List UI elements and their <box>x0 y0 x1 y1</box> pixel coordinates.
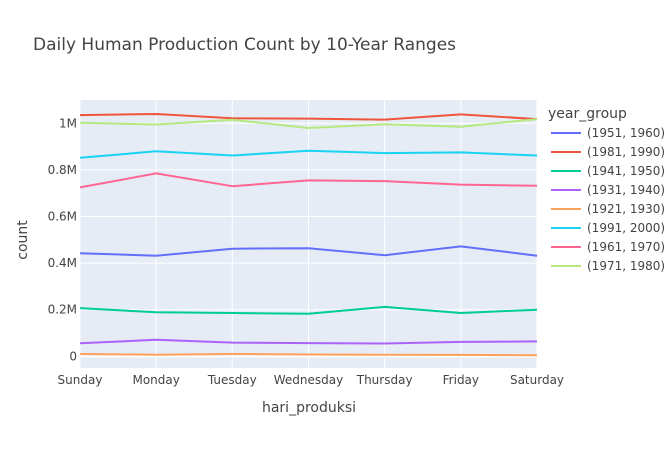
legend-entry: (1971, 1980) <box>587 259 665 273</box>
chart-title: Daily Human Production Count by 10-Year … <box>33 35 456 55</box>
x-axis-ticks: Sunday Monday Tuesday Wednesday Thursday Frid… <box>58 373 564 387</box>
legend-title: year_group <box>548 106 627 122</box>
x-tick-label: Sunday <box>58 373 103 387</box>
legend-entry: (1931, 1940) <box>587 183 665 197</box>
series-line <box>79 245 538 257</box>
legend-entry: (1961, 1970) <box>587 240 665 254</box>
legend-entry: (1951, 1960) <box>587 126 665 140</box>
y-tick-label: 0 <box>69 349 77 363</box>
legend-entry: (1941, 1950) <box>587 164 665 178</box>
y-tick-label: 1M <box>59 116 77 130</box>
x-tick-label: Friday <box>443 373 479 387</box>
series-line <box>79 118 538 129</box>
series-line <box>79 113 538 121</box>
series-line <box>79 305 538 315</box>
y-tick-label: 0.6M <box>48 210 77 224</box>
x-axis-title: hari_produksi <box>262 400 356 416</box>
series-line <box>79 338 538 345</box>
legend-entry: (1981, 1990) <box>587 145 665 159</box>
y-tick-label: 0.4M <box>48 256 77 270</box>
series-line <box>79 353 538 357</box>
y-tick-label: 0.8M <box>48 163 77 177</box>
y-tick-label: 0.2M <box>48 303 77 317</box>
x-tick-label: Thursday <box>356 373 413 387</box>
series-lines <box>79 113 538 357</box>
series-line <box>79 172 538 189</box>
x-tick-label: Saturday <box>510 373 564 387</box>
legend-entry: (1921, 1930) <box>587 202 665 216</box>
legend-entry: (1991, 2000) <box>587 221 665 235</box>
series-line <box>79 149 538 159</box>
x-tick-label: Monday <box>132 373 179 387</box>
x-tick-label: Wednesday <box>274 373 343 387</box>
y-axis-ticks: 0 0.2M 0.4M 0.6M 0.8M 1M <box>48 116 77 363</box>
y-axis-title: count <box>15 220 31 260</box>
gridlines <box>79 100 538 368</box>
x-tick-label: Tuesday <box>207 373 257 387</box>
legend: year_group (1951, 1960) (1981, 1990) (1941… <box>548 106 665 273</box>
